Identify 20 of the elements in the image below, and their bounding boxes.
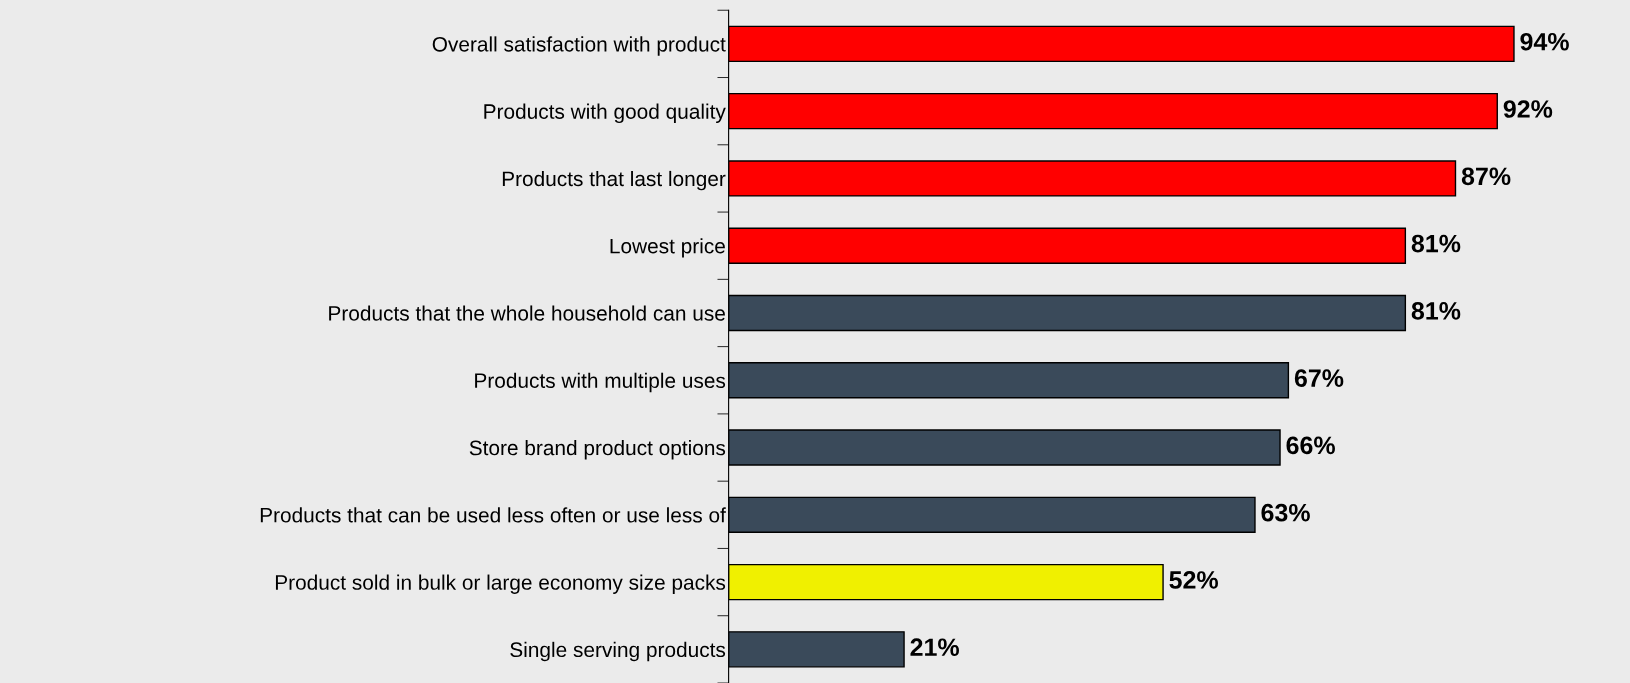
y-tick-label: Products that the whole household can use [329,305,725,321]
y-tick-label: Single serving products [510,641,726,662]
data-label: 21% [910,638,959,657]
data-label: 81% [1411,234,1461,253]
data-label: 92% [1503,100,1553,118]
y-tick-label: Products with multiple uses [475,372,726,393]
data-label: 94% [1520,32,1569,51]
y-tick-label: Product sold in bulk or large economy size packs [275,574,726,594]
data-label: 67% [1294,369,1344,387]
y-tick-label: Products that can be used less often or use less of [260,507,726,523]
y-tick-label: Lowest price [610,238,725,258]
data-label: 81% [1411,301,1461,320]
y-tick-label: Overall satisfaction with product [432,36,726,56]
data-label: 87% [1461,167,1511,186]
y-tick-label: Store brand product options [469,439,726,460]
y-tick-label: Products with good quality [484,103,726,124]
data-label: 52% [1169,571,1218,589]
data-label: 66% [1286,436,1335,455]
data-label: 63% [1261,503,1310,522]
y-tick-label: Products that last longer [502,170,726,191]
